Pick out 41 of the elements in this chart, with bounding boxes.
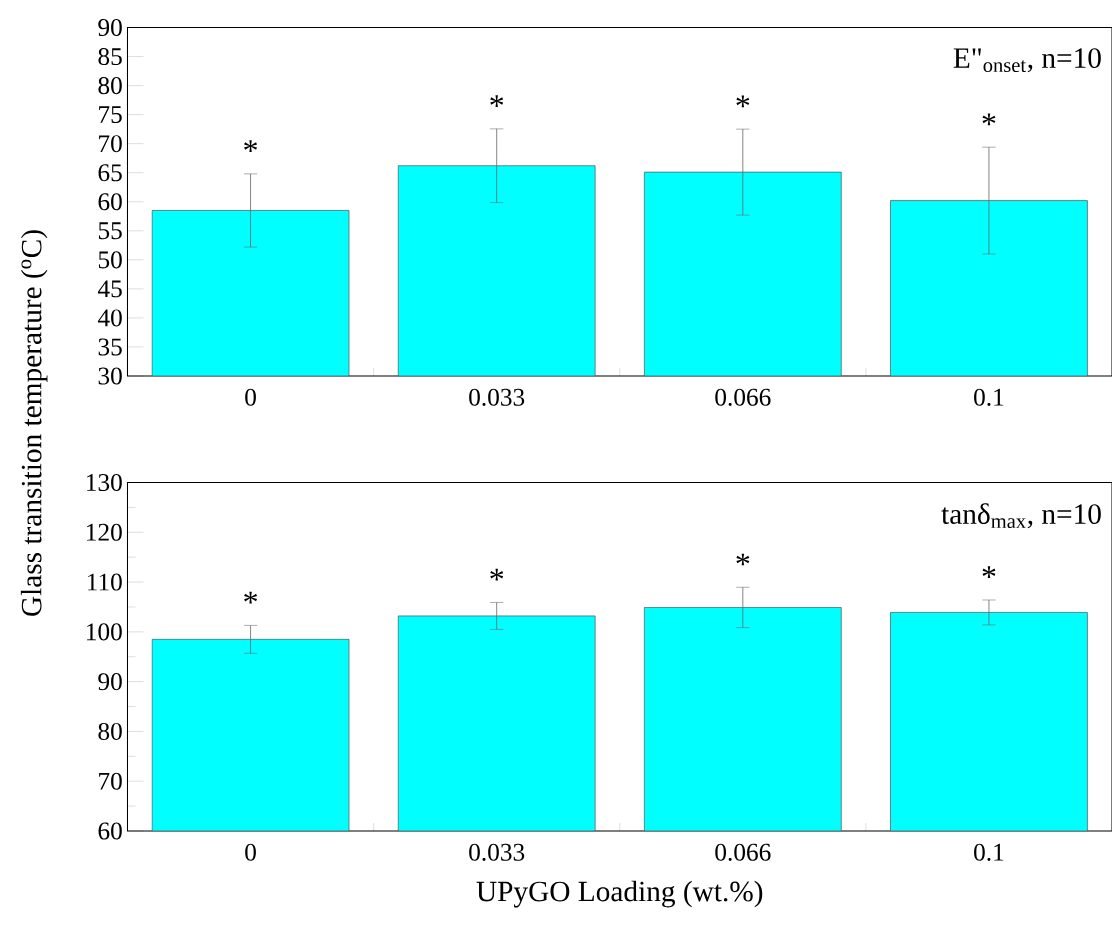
y-tick-label: 50	[98, 251, 122, 269]
x-tick-label: 0.033	[469, 843, 525, 861]
y-tick-label: 60	[98, 193, 122, 211]
x-axis-title: UPyGO Loading (wt.%)	[476, 880, 763, 908]
y-tick-label: 70	[99, 772, 122, 790]
y-tick-label: 80	[98, 77, 122, 95]
x-tick-label: 0	[245, 388, 256, 406]
y-tick-label: 55	[98, 222, 122, 240]
y-tick-label: 110	[87, 573, 122, 591]
annotation: *	[982, 566, 996, 579]
y-tick-label: 60	[98, 822, 122, 840]
annotation: *	[244, 591, 258, 604]
y-tick-label: 85	[98, 48, 122, 66]
annotation: *	[490, 568, 504, 581]
x-tick-label: 0.066	[715, 388, 771, 406]
y-tick-label: 90	[98, 673, 122, 691]
annotation: *	[244, 140, 258, 152]
y-tick-label: 100	[87, 623, 122, 641]
annotation: tanδ$_{max}$, n=10	[941, 503, 1101, 529]
annotation: E"$_{onset}$, n=10	[953, 48, 1101, 73]
y-tick-label: 130	[87, 473, 122, 492]
y-tick-label: 35	[98, 338, 122, 356]
y-tick-label: 30	[98, 367, 122, 385]
x-tick-label: 0	[245, 843, 256, 861]
x-tick-label: 0.066	[715, 843, 771, 861]
annotation: *	[982, 113, 996, 126]
y-tick-label: 40	[97, 309, 122, 327]
y-tick-label: 65	[98, 164, 122, 182]
annotation: *	[490, 95, 504, 107]
annotation: *	[736, 95, 750, 108]
y-tick-label: 75	[99, 106, 122, 124]
x-tick-label: 0.033	[469, 388, 525, 406]
x-tick-label: 0.1	[974, 388, 1004, 406]
annotation: *	[736, 553, 750, 566]
y-tick-label: 80	[98, 722, 122, 740]
y-tick-label: 70	[99, 135, 122, 153]
y-tick-label: 90	[98, 18, 122, 37]
y-axis-title: Glass transition temperature ($^{o}$C)	[20, 230, 48, 616]
y-tick-label: 120	[87, 523, 122, 541]
x-tick-label: 0.1	[974, 843, 1004, 861]
y-tick-label: 45	[97, 280, 122, 298]
